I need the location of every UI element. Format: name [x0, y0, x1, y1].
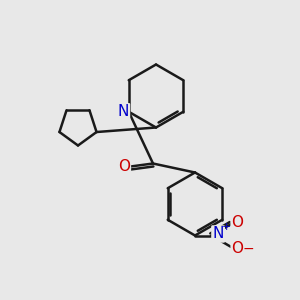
Text: O: O [232, 215, 244, 230]
Text: +: + [222, 222, 231, 232]
Text: −: − [243, 242, 254, 255]
Text: N: N [118, 104, 129, 119]
Text: O: O [232, 241, 244, 256]
Text: N: N [212, 226, 224, 242]
Text: O: O [118, 159, 130, 174]
